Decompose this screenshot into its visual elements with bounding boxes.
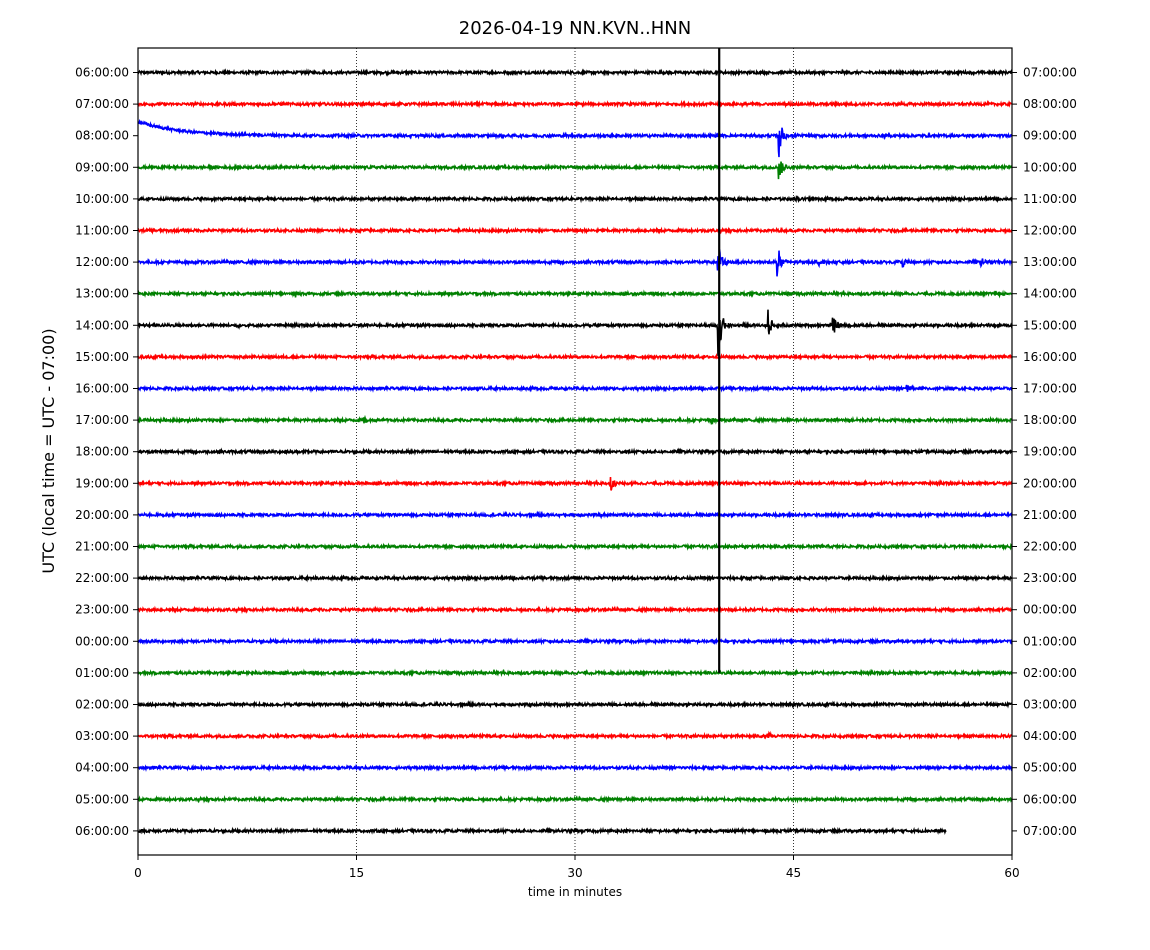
trace-row-17 xyxy=(137,605,1013,615)
right-tick-label: 04:00:00 xyxy=(1023,729,1077,743)
right-tick-label: 14:00:00 xyxy=(1023,287,1077,301)
left-tick-label: 02:00:00 xyxy=(75,698,129,712)
right-tick-label: 05:00:00 xyxy=(1023,761,1077,775)
trace-row-16 xyxy=(137,573,1013,583)
trace-row-2 xyxy=(137,118,1013,158)
right-tick-label: 10:00:00 xyxy=(1023,160,1077,174)
trace-row-6 xyxy=(137,249,1013,277)
trace-row-3 xyxy=(137,161,1013,180)
right-tick-label: 21:00:00 xyxy=(1023,508,1077,522)
left-tick-label: 09:00:00 xyxy=(75,160,129,174)
trace-row-20 xyxy=(137,700,1013,709)
left-tick-label: 13:00:00 xyxy=(75,287,129,301)
trace-row-8 xyxy=(137,309,1013,356)
left-tick-label: 07:00:00 xyxy=(75,97,129,111)
y-axis-label: UTC (local time = UTC - 07:00) xyxy=(39,328,58,573)
right-tick-label: 01:00:00 xyxy=(1023,634,1077,648)
right-tick-label: 03:00:00 xyxy=(1023,698,1077,712)
trace-row-10 xyxy=(137,384,1013,393)
right-tick-label: 00:00:00 xyxy=(1023,603,1077,617)
left-tick-label: 18:00:00 xyxy=(75,445,129,459)
right-tick-label: 20:00:00 xyxy=(1023,476,1077,490)
right-tick-label: 19:00:00 xyxy=(1023,445,1077,459)
right-tick-label: 07:00:00 xyxy=(1023,824,1077,838)
left-tick-label: 14:00:00 xyxy=(75,318,129,332)
right-tick-label: 13:00:00 xyxy=(1023,255,1077,269)
left-axis-ticks: 06:00:00 07:00:00 08:00:00 09:00:00 10:00:00… xyxy=(75,66,138,838)
trace-row-7 xyxy=(137,289,1013,299)
left-tick-label: 12:00:00 xyxy=(75,255,129,269)
right-axis-ticks: 07:00:00 08:00:00 09:00:00 10:00:00 11:00:00… xyxy=(1012,66,1077,838)
right-tick-label: 07:00:00 xyxy=(1023,66,1077,80)
right-tick-label: 06:00:00 xyxy=(1023,792,1077,806)
left-tick-label: 08:00:00 xyxy=(75,129,129,143)
trace-row-1 xyxy=(137,99,1013,109)
trace-row-9 xyxy=(137,352,1013,362)
right-tick-label: 18:00:00 xyxy=(1023,413,1077,427)
x-tick-label: 0 xyxy=(134,866,142,880)
chart-title: 2026-04-19 NN.KVN..HNN xyxy=(459,18,691,39)
trace-row-21 xyxy=(137,730,1013,741)
trace-row-11 xyxy=(137,414,1013,425)
left-tick-label: 04:00:00 xyxy=(75,761,129,775)
left-tick-label: 01:00:00 xyxy=(75,666,129,680)
trace-row-14 xyxy=(137,510,1013,520)
trace-row-12 xyxy=(137,447,1013,457)
right-tick-label: 16:00:00 xyxy=(1023,350,1077,364)
x-tick-label: 15 xyxy=(349,866,364,880)
left-tick-label: 06:00:00 xyxy=(75,824,129,838)
left-tick-label: 15:00:00 xyxy=(75,350,129,364)
trace-row-13 xyxy=(137,476,1013,491)
x-tick-label: 60 xyxy=(1004,866,1019,880)
trace-row-24 xyxy=(137,826,947,836)
trace-row-0 xyxy=(137,68,1013,77)
trace-row-22 xyxy=(137,763,1013,773)
left-tick-label: 03:00:00 xyxy=(75,729,129,743)
trace-row-19 xyxy=(137,668,1013,678)
left-tick-label: 16:00:00 xyxy=(75,382,129,396)
right-tick-label: 08:00:00 xyxy=(1023,97,1077,111)
right-tick-label: 15:00:00 xyxy=(1023,318,1077,332)
trace-row-5 xyxy=(137,226,1013,235)
right-tick-label: 12:00:00 xyxy=(1023,224,1077,238)
left-tick-label: 00:00:00 xyxy=(75,634,129,648)
seismic-traces xyxy=(137,68,1013,836)
left-tick-label: 17:00:00 xyxy=(75,413,129,427)
right-tick-label: 11:00:00 xyxy=(1023,192,1077,206)
right-tick-label: 02:00:00 xyxy=(1023,666,1077,680)
trace-row-18 xyxy=(137,636,1013,646)
right-tick-label: 17:00:00 xyxy=(1023,382,1077,396)
left-tick-label: 22:00:00 xyxy=(75,571,129,585)
right-tick-label: 23:00:00 xyxy=(1023,571,1077,585)
x-axis-ticks: 0 15 30 45 60 xyxy=(134,855,1020,880)
x-tick-label: 45 xyxy=(786,866,801,880)
x-axis-label: time in minutes xyxy=(528,885,622,899)
left-tick-label: 06:00:00 xyxy=(75,66,129,80)
left-tick-label: 21:00:00 xyxy=(75,540,129,554)
left-tick-label: 11:00:00 xyxy=(75,224,129,238)
grid-lines xyxy=(356,48,794,855)
left-tick-label: 05:00:00 xyxy=(75,792,129,806)
left-tick-label: 10:00:00 xyxy=(75,192,129,206)
x-tick-label: 30 xyxy=(567,866,582,880)
left-tick-label: 23:00:00 xyxy=(75,603,129,617)
left-tick-label: 20:00:00 xyxy=(75,508,129,522)
right-tick-label: 22:00:00 xyxy=(1023,540,1077,554)
trace-row-15 xyxy=(137,542,1013,551)
trace-row-4 xyxy=(137,194,1013,204)
right-tick-label: 09:00:00 xyxy=(1023,129,1077,143)
left-tick-label: 19:00:00 xyxy=(75,476,129,490)
trace-row-23 xyxy=(137,794,1013,804)
